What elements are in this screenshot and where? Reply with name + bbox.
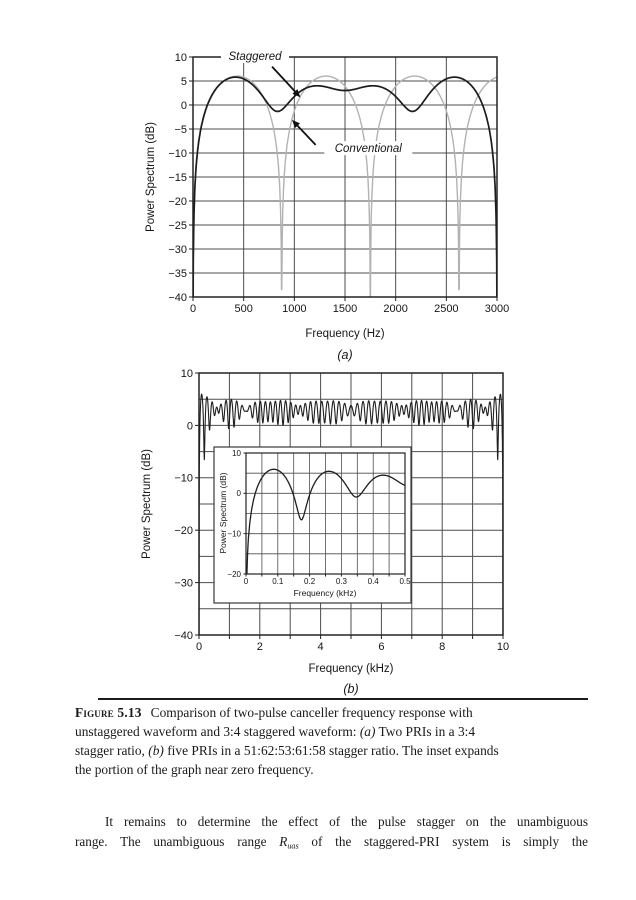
svg-text:−20: −20 xyxy=(227,570,241,579)
plot-a-series xyxy=(193,75,497,297)
text-segment: R xyxy=(279,833,288,849)
svg-text:6: 6 xyxy=(378,641,384,653)
inset-series xyxy=(246,468,405,574)
svg-text:−20: −20 xyxy=(174,525,193,537)
svg-text:2500: 2500 xyxy=(434,303,458,315)
svg-text:10: 10 xyxy=(232,449,241,458)
text-segment: stagger ratio, xyxy=(75,743,149,758)
figure-a-chart: 0 500 1000 1500 2000 2500 3000 10 5 0 −5 −10 −15 −20 −… xyxy=(145,48,509,362)
svg-text:−35: −35 xyxy=(168,268,187,280)
series-staggered xyxy=(193,76,497,297)
text-segment: the portion of the graph near zero frequ… xyxy=(75,762,314,777)
svg-text:−30: −30 xyxy=(174,577,193,589)
inset-x-axis-title: Frequency (kHz) xyxy=(294,588,357,598)
plot-a-x-axis-title: Frequency (Hz) xyxy=(305,328,384,340)
annotation-conventional-mask xyxy=(324,141,413,156)
svg-text:0: 0 xyxy=(181,100,187,112)
text-line: It remains to determine the effect of th… xyxy=(75,812,588,832)
text-segment: Figure 5.13 xyxy=(75,705,142,720)
text-segment: (b) xyxy=(148,743,164,758)
svg-text:10: 10 xyxy=(175,52,187,64)
annotation-conventional-arrow-head xyxy=(292,119,300,129)
plot-a-subplot-label: (a) xyxy=(337,348,352,362)
svg-text:−10: −10 xyxy=(168,148,187,160)
plot-b-subplot-label: (b) xyxy=(343,682,358,696)
inset-x-tick-labels: 0 0.1 0.2 0.3 0.4 0.5 xyxy=(244,577,411,586)
svg-text:4: 4 xyxy=(318,641,324,653)
text-line: the portion of the graph near zero frequ… xyxy=(75,760,590,779)
annotation-staggered-label: Staggered xyxy=(228,51,282,63)
svg-text:−10: −10 xyxy=(174,473,193,485)
caption-rule xyxy=(98,698,588,700)
svg-text:5: 5 xyxy=(181,76,187,88)
svg-text:0: 0 xyxy=(187,420,193,432)
text-line: unstaggered waveform and 3:4 staggered w… xyxy=(75,722,590,741)
svg-text:1500: 1500 xyxy=(333,303,357,315)
text-segment: unstaggered waveform and 3:4 staggered w… xyxy=(75,724,360,739)
plot-b-y-axis-title: Power Spectrum (dB) xyxy=(141,449,153,559)
svg-text:0: 0 xyxy=(196,641,202,653)
text-segment: five PRIs in a 51:62:53:61:58 stagger ra… xyxy=(163,743,499,758)
text-line: stagger ratio, (b) five PRIs in a 51:62:… xyxy=(75,741,590,760)
annotation-staggered-mask xyxy=(221,48,290,63)
plot-a-y-tick-labels: 10 5 0 −5 −10 −15 −20 −25 −30 −35 −40 xyxy=(168,52,187,304)
plot-a-ticks xyxy=(189,56,498,301)
figure-b-chart: 0 2 4 6 8 10 10 0 −10 −20 −30 −40 Frequency (kHz) Pow… xyxy=(141,368,509,696)
inset-ticks xyxy=(243,452,406,577)
svg-text:0.5: 0.5 xyxy=(399,577,411,586)
svg-text:−40: −40 xyxy=(168,292,187,304)
plot-a-y-axis-title: Power Spectrum (dB) xyxy=(145,122,157,232)
text-segment: range. The unambiguous range xyxy=(75,833,280,849)
annotation-conventional-arrow-line xyxy=(294,122,317,146)
figure-caption: Figure 5.13 Comparison of two-pulse cance… xyxy=(75,703,590,779)
svg-text:0: 0 xyxy=(237,489,242,498)
text-line: range. The unambiguous range Ruas of the… xyxy=(75,832,588,856)
text-line: Figure 5.13 Comparison of two-pulse cance… xyxy=(75,703,590,722)
svg-text:−25: −25 xyxy=(168,220,187,232)
annotation-staggered-arrow-head xyxy=(292,89,301,98)
series-staggered-5pri-lowfreq xyxy=(246,468,405,574)
svg-text:−20: −20 xyxy=(168,196,187,208)
svg-text:0: 0 xyxy=(244,577,249,586)
svg-text:−15: −15 xyxy=(168,172,187,184)
series-staggered-5pri xyxy=(199,393,503,635)
text-segment: (a) xyxy=(359,724,376,739)
svg-text:−30: −30 xyxy=(168,244,187,256)
annotation-staggered-arrow-line xyxy=(271,65,298,95)
plot-b-x-tick-labels: 0 2 4 6 8 10 xyxy=(196,641,509,653)
svg-text:2: 2 xyxy=(257,641,263,653)
plot-a-x-tick-labels: 0 500 1000 1500 2000 2500 3000 xyxy=(190,303,509,315)
svg-text:0.1: 0.1 xyxy=(272,577,284,586)
svg-text:500: 500 xyxy=(234,303,252,315)
text-segment: uas xyxy=(287,840,299,850)
plot-b-y-tick-labels: 10 0 −10 −20 −30 −40 xyxy=(174,368,193,642)
plot-b-ticks xyxy=(195,372,504,639)
svg-text:0.4: 0.4 xyxy=(368,577,380,586)
svg-text:0: 0 xyxy=(190,303,196,315)
text-segment: Two PRIs in a 3:4 xyxy=(375,724,476,739)
inset-y-axis-title: Power Spectrum (dB) xyxy=(218,472,228,553)
svg-text:0.2: 0.2 xyxy=(304,577,316,586)
svg-text:10: 10 xyxy=(497,641,509,653)
text-segment: Comparison of two-pulse canceller freque… xyxy=(150,705,473,720)
annotation-conventional-label: Conventional xyxy=(335,143,403,155)
svg-text:3000: 3000 xyxy=(485,303,509,315)
inset-y-tick-labels: 10 0 −10 −20 xyxy=(227,449,241,579)
svg-text:8: 8 xyxy=(439,641,445,653)
svg-text:2000: 2000 xyxy=(383,303,407,315)
svg-text:−5: −5 xyxy=(174,124,187,136)
plot-b-series xyxy=(199,393,503,635)
series-conventional xyxy=(193,75,497,297)
svg-text:1000: 1000 xyxy=(282,303,306,315)
text-segment: It remains to determine the effect of th… xyxy=(105,814,588,829)
svg-text:−10: −10 xyxy=(227,529,241,538)
inset-grid xyxy=(246,453,405,574)
body-paragraph: It remains to determine the effect of th… xyxy=(75,812,588,855)
svg-text:10: 10 xyxy=(181,368,193,380)
plot-b-x-axis-title: Frequency (kHz) xyxy=(309,663,394,675)
svg-text:−40: −40 xyxy=(174,630,193,642)
svg-text:0.3: 0.3 xyxy=(336,577,348,586)
text-segment: of the staggered-PRI system is simply th… xyxy=(298,833,588,849)
